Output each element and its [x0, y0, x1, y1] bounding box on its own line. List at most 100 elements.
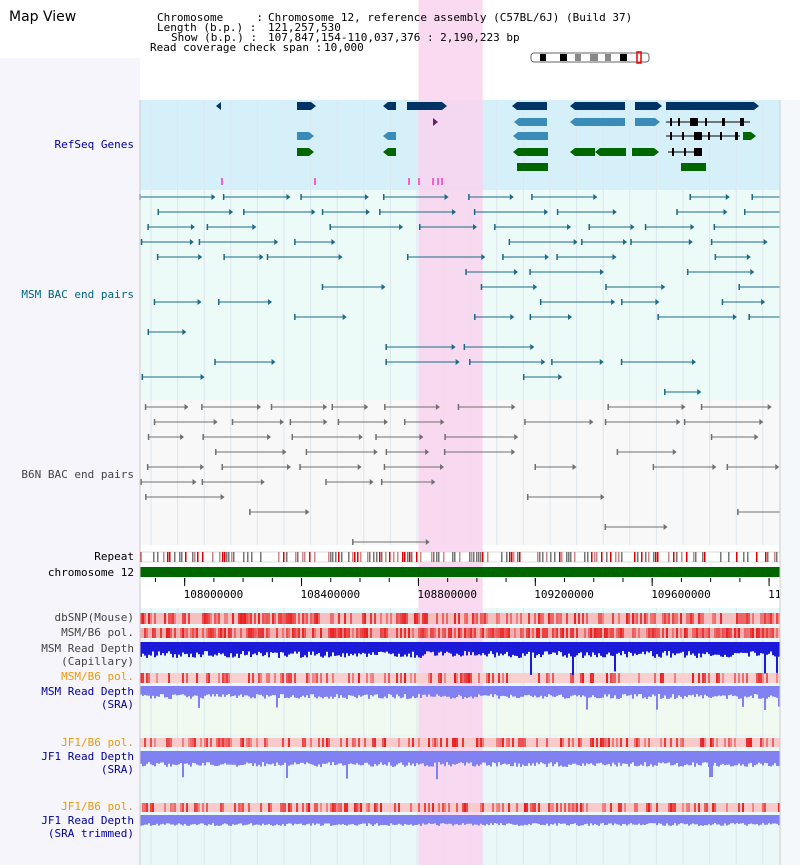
depth-bar [336, 751, 338, 765]
depth-bar [732, 751, 734, 767]
depth-bar [550, 686, 552, 696]
depth-bar [398, 815, 400, 824]
heat-cell [462, 738, 464, 747]
gene-exon [708, 132, 710, 140]
depth-bar [516, 751, 518, 767]
depth-bar [772, 686, 774, 697]
heat-cell [222, 738, 224, 747]
jf1-depth-trim-sub: (SRA trimmed) [47, 827, 134, 840]
heat-cell [536, 738, 538, 747]
depth-bar [286, 642, 288, 657]
heat-cell [306, 613, 308, 624]
depth-bar [596, 815, 598, 825]
depth-bar [244, 686, 246, 696]
heat-cell [312, 628, 314, 638]
depth-bar [410, 751, 412, 766]
depth-bar [572, 751, 574, 764]
depth-bar [348, 642, 350, 656]
depth-bar [622, 686, 624, 695]
heat-cell [676, 613, 678, 624]
depth-bar [294, 815, 296, 824]
heat-cell [472, 628, 474, 638]
depth-bar [694, 686, 696, 697]
depth-bar [332, 751, 334, 763]
heat-cell [474, 628, 476, 638]
depth-bar [292, 751, 294, 765]
heat-cell [710, 738, 712, 747]
heat-cell [776, 673, 778, 683]
heat-cell [570, 803, 572, 812]
depth-bar [266, 751, 268, 764]
heat-cell [654, 673, 656, 683]
depth-bar [714, 686, 716, 697]
depth-bar [738, 751, 740, 764]
b6n-bac-label: B6N BAC end pairs [21, 468, 134, 481]
depth-bar [452, 686, 454, 698]
heat-cell [536, 628, 538, 638]
depth-bar [160, 751, 162, 763]
heat-cell [474, 613, 476, 624]
repeat-mark [369, 552, 371, 562]
msm-bac-label: MSM BAC end pairs [21, 288, 134, 301]
depth-bar [490, 751, 492, 767]
depth-bar [424, 751, 426, 767]
depth-bar [644, 686, 646, 698]
depth-bar [748, 642, 750, 657]
depth-bar [342, 751, 344, 766]
heat-cell [760, 673, 762, 683]
jf1-depth-trim [140, 815, 780, 826]
depth-bar [470, 815, 472, 824]
depth-bar [270, 686, 272, 696]
heat-cell [454, 673, 456, 683]
depth-bar [602, 815, 604, 824]
depth-bar [406, 686, 408, 699]
depth-bar [670, 751, 672, 766]
heat-cell [638, 628, 640, 638]
heat-cell [312, 673, 314, 683]
gene-block [681, 163, 706, 171]
depth-bar [228, 815, 230, 826]
heat-cell [190, 628, 192, 638]
depth-bar [766, 642, 768, 655]
chromosome-track-label: chromosome 12 [47, 566, 134, 579]
depth-bar [574, 751, 576, 764]
depth-bar [476, 642, 478, 656]
depth-bar [328, 642, 330, 658]
heat-cell [508, 803, 510, 812]
depth-bar [674, 751, 676, 765]
repeat-mark [574, 552, 576, 562]
heat-cell [380, 803, 382, 812]
depth-bar [574, 686, 576, 695]
depth-bar [180, 642, 182, 657]
depth-bar [764, 815, 766, 825]
depth-bar [618, 642, 620, 653]
bac-end-marker [192, 479, 197, 485]
heat-cell [248, 628, 250, 638]
heat-cell [770, 613, 772, 624]
depth-bar [658, 686, 660, 695]
depth-bar [404, 751, 406, 767]
heat-cell [746, 628, 748, 638]
depth-bar [302, 751, 304, 763]
repeat-mark [381, 552, 383, 562]
depth-bar [566, 686, 568, 699]
depth-bar [696, 815, 698, 825]
depth-bar [362, 642, 364, 653]
depth-bar [178, 751, 180, 765]
heat-cell [578, 738, 580, 747]
repeat-mark [330, 552, 332, 562]
depth-bar [598, 686, 600, 699]
depth-bar [420, 642, 422, 658]
bac-end-marker [286, 464, 291, 470]
repeat-mark [314, 552, 316, 562]
bac-end-marker [510, 314, 515, 320]
depth-bar [534, 751, 536, 766]
depth-bar [426, 686, 428, 697]
heat-cell [666, 628, 668, 638]
bac-end-marker [672, 449, 677, 455]
depth-bar [632, 815, 634, 825]
heat-cell [746, 673, 748, 683]
heat-cell [358, 738, 360, 747]
depth-bar [508, 815, 510, 824]
